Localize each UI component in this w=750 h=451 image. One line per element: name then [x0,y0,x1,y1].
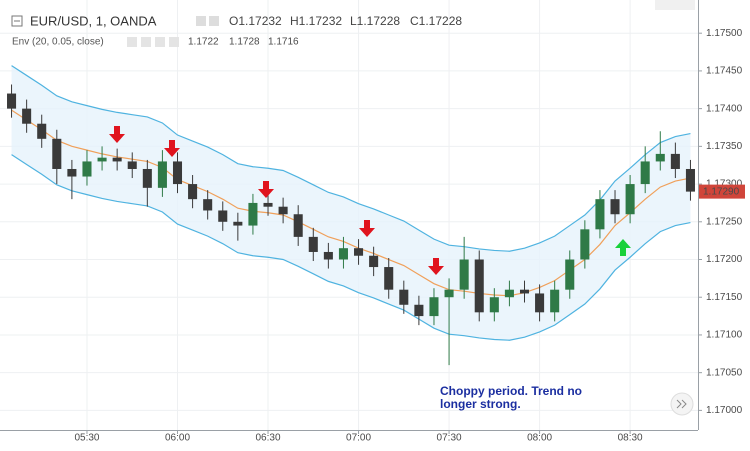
last-price-label: 1.17290 [703,186,740,197]
envelope-upper [11,65,691,252]
buy-arrow [615,239,631,256]
y-tick-label: 1.17450 [706,66,743,77]
candle-body [414,304,424,317]
symbol-title: EUR/USD, 1, OANDA [30,13,157,28]
candle-body [535,293,545,313]
indicator-name: Env (20, 0.05, close) [12,37,104,48]
candle-body [565,259,575,290]
ohlc-open: O1.17232 [229,14,282,28]
y-tick-label: 1.17150 [706,292,743,303]
scroll-icon [676,399,687,409]
indicator-icon[interactable] [169,37,179,47]
candle-body [369,255,379,268]
x-tick-label: 05:30 [74,433,99,444]
candle-body [7,93,17,109]
candle-body [188,184,198,200]
candle-body [112,157,122,162]
candle-body [399,289,409,305]
candle-body [278,206,288,215]
x-tick-label: 06:30 [256,433,281,444]
indicator-value: 1.1722 [188,37,219,48]
indicator-icon[interactable] [155,37,165,47]
x-tick-label: 07:00 [346,433,371,444]
candle-body [308,236,318,252]
candle-body [172,161,183,185]
candle-body [52,138,62,169]
candle-body [127,161,137,169]
candle-body [142,168,152,188]
candle-body [429,297,439,317]
candle-body [37,123,47,139]
collapse-icon[interactable] [11,15,23,27]
candle-body [550,289,560,313]
sell-arrow [164,140,180,157]
candle-body [384,267,394,290]
y-tick-label: 1.17400 [706,103,743,114]
x-tick-label: 08:30 [618,433,643,444]
plot-layer [0,0,698,430]
x-tick-label: 08:00 [527,433,552,444]
y-tick-label: 1.17300 [706,179,743,190]
last-price-tag [699,184,745,199]
y-tick-label: 1.17200 [706,254,743,265]
candle-body [489,297,499,313]
y-tick-label: 1.17100 [706,330,743,341]
indicator-value: 1.1716 [268,37,299,48]
scroll-button[interactable] [670,392,694,416]
y-tick-label: 1.17500 [706,28,743,39]
envelope-lower [11,154,691,341]
candle-body [354,248,364,256]
y-tick-label: 1.17050 [706,367,743,378]
candle-body [625,184,635,215]
candle-body [655,153,665,162]
candle-body [685,168,695,192]
x-tick-label: 06:00 [165,433,190,444]
candle-body [504,289,514,298]
y-tick-label: 1.17250 [706,216,743,227]
annotation-line: Choppy period. Trend no [440,384,582,398]
sell-arrow [258,181,274,198]
toolbar-handle[interactable] [655,0,695,10]
candle-body [82,161,92,177]
candle-body [580,229,590,260]
candle-body [67,168,77,177]
sell-arrow [109,126,125,143]
indicator-value: 1.1728 [229,37,260,48]
candle-body [157,161,167,188]
indicator-icon[interactable] [141,37,151,47]
candle-body [233,221,243,226]
y-tick-label: 1.17350 [706,141,743,152]
candle-body [203,199,213,211]
candle-body [293,214,303,237]
candle-body [323,251,333,260]
band-fill [11,65,691,341]
candle-body [640,161,650,185]
candle-body [218,210,228,222]
candle-body [459,259,469,290]
header-icon[interactable] [196,16,206,26]
envelope-mid [11,109,691,297]
candle-body [595,199,605,230]
candle-body [670,153,680,169]
indicator-icon[interactable] [127,37,137,47]
candle-body [610,199,620,215]
ohlc-close: C1.17228 [410,14,462,28]
candle-body [519,289,530,294]
candle-body [97,157,107,162]
candle-body [263,202,273,207]
candle-body [338,248,348,260]
sell-arrow [428,258,444,275]
ohlc-low: L1.17228 [350,14,400,28]
sell-arrow [359,220,375,237]
x-tick-label: 07:30 [437,433,462,444]
y-tick-label: 1.17000 [706,405,743,416]
candle-body [248,202,258,226]
candle-body [474,259,484,313]
header-icon[interactable] [209,16,219,26]
candle-body [22,108,32,124]
candle-body [444,289,454,298]
annotation-line: longer strong. [440,397,521,411]
ohlc-high: H1.17232 [290,14,342,28]
